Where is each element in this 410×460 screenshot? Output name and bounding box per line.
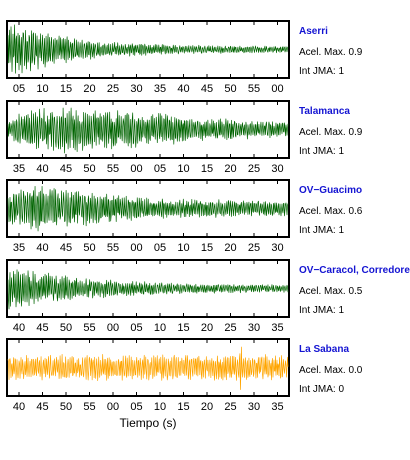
x-tick-label: 35 (271, 322, 283, 334)
x-tick-label: 40 (177, 83, 189, 95)
x-tick-label: 35 (154, 83, 166, 95)
waveform-trace (7, 24, 289, 74)
x-tick-label: 20 (224, 163, 236, 175)
x-tick-label: 10 (177, 163, 189, 175)
x-tick-label: 15 (60, 83, 72, 95)
x-tick-label: 25 (248, 163, 260, 175)
x-tick-label: 45 (36, 322, 48, 334)
panel-1: 05 10 15 20 25 30 35 40 45 50 55 00 Aserri Acel. Max.… (6, 20, 363, 95)
panel-frame (6, 20, 290, 79)
x-tick-label: 25 (224, 322, 236, 334)
max-acceleration-label: Acel. Max. 0.0 (299, 365, 363, 376)
x-tick-label: 00 (271, 83, 283, 95)
x-tick-label: 55 (107, 163, 119, 175)
x-tick-label: 15 (201, 163, 213, 175)
panel-frame (6, 100, 290, 159)
x-tick-label: 00 (107, 401, 119, 413)
x-tick-label: 30 (130, 83, 142, 95)
station-name: Aserri (299, 26, 328, 37)
x-tick-label: 55 (83, 401, 95, 413)
waveform-trace (7, 269, 289, 310)
x-tick-label: 00 (130, 242, 142, 254)
x-tick-label: 30 (248, 401, 260, 413)
station-name: La Sabana (299, 344, 349, 355)
x-axis-title: Tiempo (s) (120, 416, 177, 430)
x-tick-label: 10 (36, 83, 48, 95)
x-tick-label: 50 (60, 401, 72, 413)
max-acceleration-label: Acel. Max. 0.6 (299, 206, 363, 217)
x-tick-label: 25 (107, 83, 119, 95)
x-tick-label: 20 (201, 322, 213, 334)
x-tick-label: 15 (177, 401, 189, 413)
x-tick-label: 25 (224, 401, 236, 413)
waveform-trace (7, 185, 289, 232)
x-tick-label: 05 (13, 83, 25, 95)
panel-5: 40 45 50 55 00 05 10 15 20 25 30 35 La Sabana Acel. M… (6, 338, 363, 413)
jma-intensity-label: Int JMA: 1 (299, 225, 344, 236)
x-tick-label: 30 (248, 322, 260, 334)
x-tick-label: 30 (271, 163, 283, 175)
jma-intensity-label: Int JMA: 1 (299, 66, 344, 77)
x-tick-label: 40 (13, 322, 25, 334)
x-tick-label: 05 (154, 163, 166, 175)
x-tick-label: 40 (13, 401, 25, 413)
station-name: Talamanca (299, 106, 350, 117)
x-tick-label: 05 (130, 322, 142, 334)
x-tick-label: 55 (107, 242, 119, 254)
x-tick-label: 30 (271, 242, 283, 254)
x-tick-label: 10 (177, 242, 189, 254)
x-tick-label: 20 (224, 242, 236, 254)
x-tick-label: 15 (177, 322, 189, 334)
x-tick-label: 05 (130, 401, 142, 413)
x-tick-label: 45 (60, 163, 72, 175)
x-tick-label: 35 (271, 401, 283, 413)
x-tick-label: 10 (154, 322, 166, 334)
jma-intensity-label: Int JMA: 0 (299, 384, 344, 395)
x-tick-label: 45 (36, 401, 48, 413)
x-tick-label: 45 (201, 83, 213, 95)
panel-2: 35 40 45 50 55 00 05 10 15 20 25 30 Talamanca Acel. M… (6, 100, 363, 175)
x-tick-label: 00 (130, 163, 142, 175)
panel-3: 35 40 45 50 55 00 05 10 15 20 25 30 OV−Guacimo Acel. … (6, 179, 363, 254)
station-name: OV−Guacimo (299, 185, 362, 196)
x-tick-label: 20 (83, 83, 95, 95)
x-tick-label: 40 (36, 242, 48, 254)
x-tick-label: 10 (154, 401, 166, 413)
panel-frame (6, 179, 290, 238)
x-tick-label: 40 (36, 163, 48, 175)
jma-intensity-label: Int JMA: 1 (299, 305, 344, 316)
station-name: OV−Caracol, Corredore (299, 265, 410, 276)
max-acceleration-label: Acel. Max. 0.9 (299, 127, 363, 138)
panel-4: 40 45 50 55 00 05 10 15 20 25 30 35 OV−Caracol, Corr… (6, 259, 410, 334)
x-tick-label: 55 (83, 322, 95, 334)
waveform-trace (7, 107, 289, 154)
seismogram-panels: 05 10 15 20 25 30 35 40 45 50 55 00 Aserri Acel. Max.… (6, 20, 410, 413)
max-acceleration-label: Acel. Max. 0.5 (299, 286, 363, 297)
x-tick-label: 55 (248, 83, 260, 95)
jma-intensity-label: Int JMA: 1 (299, 146, 344, 157)
x-tick-label: 05 (154, 242, 166, 254)
max-acceleration-label: Acel. Max. 0.9 (299, 47, 363, 58)
x-tick-label: 50 (83, 163, 95, 175)
x-tick-label: 50 (83, 242, 95, 254)
x-tick-label: 50 (224, 83, 236, 95)
x-tick-label: 35 (13, 242, 25, 254)
waveform-trace (7, 346, 289, 391)
x-tick-label: 25 (248, 242, 260, 254)
x-tick-label: 00 (107, 322, 119, 334)
x-tick-label: 45 (60, 242, 72, 254)
x-tick-label: 35 (13, 163, 25, 175)
panel-frame (6, 338, 290, 397)
x-tick-label: 50 (60, 322, 72, 334)
panel-frame (6, 259, 290, 318)
x-tick-label: 15 (201, 242, 213, 254)
x-tick-label: 20 (201, 401, 213, 413)
